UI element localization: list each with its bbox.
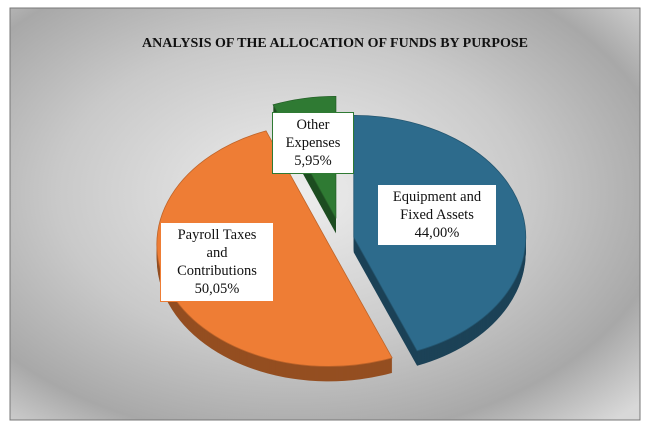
category-label: Other Expenses (285, 117, 341, 151)
data-label: Payroll Taxes and Contributions 50,05% (160, 222, 274, 302)
chart-title: ANALYSIS OF THE ALLOCATION OF FUNDS BY P… (142, 36, 528, 51)
value-label: 44,00% (414, 225, 460, 241)
value-label: 50,05% (194, 281, 240, 297)
value-label: 5,95% (294, 153, 332, 169)
category-label: Payroll Taxes and Contributions (177, 227, 257, 279)
category-label: Equipment and Fixed Assets (392, 189, 482, 223)
data-label: Other Expenses 5,95% (272, 112, 354, 174)
data-label: Equipment and Fixed Assets 44,00% (377, 184, 497, 246)
